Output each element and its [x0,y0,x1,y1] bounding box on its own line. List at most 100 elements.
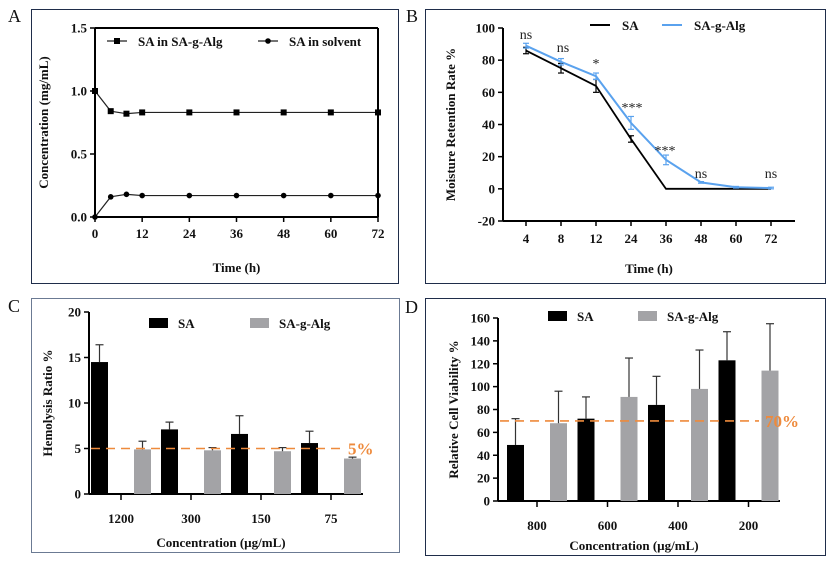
chart-c-legend-swatch-sa-g-alg [250,318,269,328]
chart-d-x-tick-label: 800 [527,518,547,533]
chart-b-y-tick-label: 80 [482,53,495,68]
chart-a-legend-marker-circle [265,38,271,44]
chart-a-data-point-square [375,109,381,116]
chart-b-significance-label: ns [695,167,707,182]
chart-c-bar-sa-g-alg [344,458,361,494]
chart-a-data-point-circle [186,192,193,199]
chart-a-data-point-circle [92,214,98,220]
chart-b-y-tick-label: -20 [478,214,495,229]
chart-c-y-tick-label: 5 [75,441,82,456]
chart-a-data-point-square [139,109,146,116]
chart-c-bar-sa-g-alg [274,451,291,494]
chart-d-x-tick-label: 400 [668,518,688,533]
chart-d-legend-label: SA [577,309,594,324]
chart-b-y-tick-label: 60 [482,85,495,100]
chart-a-x-tick-label: 48 [277,226,291,241]
chart-a-x-tick-label: 24 [183,226,197,241]
chart-d-x-axis-title: Concentration (µg/mL) [569,538,698,553]
chart-b-x-axis-title: Time (h) [625,261,673,276]
chart-d-y-tick-label: 0 [484,494,491,509]
chart-b-series-line-2 [525,44,772,190]
chart-c-bar-sa-g-alg [204,450,221,494]
chart-a-x-tick-label: 12 [136,226,149,241]
chart-b-x-tick-label: 12 [590,231,603,246]
chart-d-bar-sa-g-alg [550,423,567,501]
chart-b-significance-label: * [593,57,600,72]
chart-c-x-axis-title: Concentration (µg/mL) [156,535,285,550]
chart-b-y-axis-title: Moisture Retention Rate % [443,48,458,201]
chart-a-x-tick-label: 0 [92,226,99,241]
chart-b-significance-label: *** [622,101,643,116]
chart-b-y-tick-label: 0 [489,181,496,196]
chart-c-y-tick-label: 20 [68,305,81,320]
chart-d-legend-swatch-sa [548,311,567,321]
chart-a-y-tick-label: 0.5 [71,147,88,162]
chart-c-bar-sa [231,433,248,494]
chart-a-data-point-square [233,109,240,116]
chart-d-y-tick-label: 100 [471,379,491,394]
chart-b-x-tick-label: 8 [558,231,565,246]
chart-a-legend-label: SA in SA-g-Alg [138,34,223,49]
chart-d-y-tick-label: 140 [471,333,491,348]
chart-c-y-tick-label: 15 [68,350,82,365]
chart-c-bar-sa [301,443,318,494]
chart-d-legend-swatch-sa-g-alg [638,311,657,321]
chart-b-significance-label: ns [765,167,777,182]
chart-a-data-point-circle [107,194,114,200]
chart-a-x-tick-label: 36 [230,226,244,241]
chart-d-bar-sa-g-alg [620,396,638,501]
panel-frame-c [31,298,400,553]
panel-frame-b [425,9,826,284]
chart-c-legend-label: SA [178,316,195,331]
chart-b-y-tick-label: 40 [482,117,495,132]
chart-d-bar-sa-g-alg [761,370,779,501]
chart-a-data-point-circle [375,192,381,199]
chart-b-legend-label: SA-g-Alg [694,18,746,33]
chart-c-legend-swatch-sa [149,318,168,328]
chart-c-x-tick-label: 150 [251,511,271,526]
chart-d-x-tick-label: 600 [598,518,618,533]
panel-label-b: B [406,6,419,26]
chart-c-bar-sa [161,429,178,494]
chart-c-y-tick-label: 10 [68,396,81,411]
chart-a-data-point-circle [139,192,145,199]
chart-a-data-point-circle [233,192,240,199]
chart-c-bar-sa [91,362,108,494]
chart-b-x-tick-label: 24 [625,231,639,246]
chart-b-x-tick-label: 72 [765,231,778,246]
chart-d-bar-sa [648,404,665,501]
chart-b-x-tick-label: 4 [523,231,530,246]
chart-b-y-tick-label: 20 [482,149,495,164]
chart-a-data-point-square [186,109,193,116]
panel-label-d: D [405,297,418,317]
chart-d-y-tick-label: 160 [471,311,491,326]
chart-d-y-tick-label: 60 [477,425,490,440]
chart-a-legend-marker-square [114,38,120,44]
chart-d-x-tick-label: 200 [739,518,759,533]
panel-frame-d [425,298,826,556]
chart-b-significance-label: *** [655,144,676,159]
chart-d-bar-sa [507,444,524,501]
chart-a-data-point-square [327,109,334,116]
panel-label-c: C [8,296,21,316]
chart-a-data-point-circle [328,192,334,199]
chart-b-y-tick-label: 100 [476,21,496,36]
chart-a-x-tick-label: 60 [324,226,337,241]
chart-a-data-point-circle [280,192,287,199]
chart-d-y-tick-label: 20 [477,471,490,486]
chart-b-x-tick-label: 48 [695,231,709,246]
chart-a-y-tick-label: 0.0 [71,210,87,225]
chart-a-data-point-square [92,88,98,94]
chart-c-x-tick-label: 300 [181,511,201,526]
chart-a-data-point-square [123,110,130,117]
chart-b-x-tick-label: 60 [730,231,743,246]
chart-d-bar-sa [577,418,595,501]
chart-a-y-tick-label: 1.0 [71,84,87,99]
chart-b-significance-label: ns [557,41,569,56]
chart-c-y-axis-title: Hemolysis Ratio % [40,350,55,457]
chart-d-y-axis-title: Relative Cell Viability % [446,340,461,478]
chart-d-bar-sa [718,360,736,501]
chart-c-bar-sa-g-alg [134,449,151,494]
chart-c-x-tick-label: 1200 [108,511,134,526]
